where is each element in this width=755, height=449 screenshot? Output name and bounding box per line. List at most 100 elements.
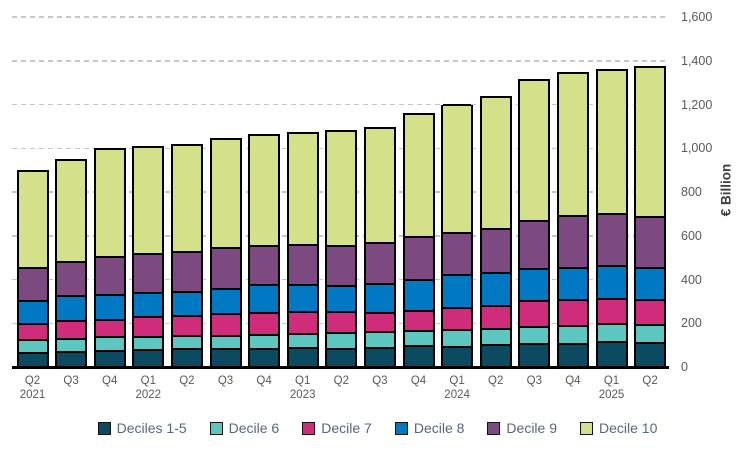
bar-segment-decile-10 — [250, 133, 279, 245]
x-tick-label: Q1 2023 — [289, 375, 316, 401]
x-tick-label: Q2 — [488, 375, 504, 387]
bar-segment-decile-9 — [404, 236, 433, 280]
bar-segment-decile-10 — [520, 79, 549, 221]
bar-segment-decile-9 — [558, 215, 587, 267]
bar-segment-decile-6 — [597, 322, 626, 341]
y-tick-label: 1,600 — [681, 10, 713, 24]
legend-swatch-icon — [580, 421, 594, 435]
bar-q4-10 — [402, 113, 435, 367]
bar-segment-decile-10 — [404, 113, 433, 237]
legend-swatch-icon — [97, 421, 111, 435]
bar-segment-deciles-1-5 — [636, 342, 665, 367]
bar-segment-deciles-1-5 — [404, 345, 433, 367]
bar-segment-decile-6 — [404, 330, 433, 346]
x-tick-label: Q4 — [565, 375, 581, 387]
bar-q3-1 — [55, 159, 88, 367]
x-tick-label: Q3 — [526, 375, 542, 387]
bar-segment-decile-8 — [134, 291, 163, 317]
bar-segment-decile-7 — [250, 311, 279, 334]
legend-item-deciles-1-5: Deciles 1-5 — [97, 420, 187, 436]
x-tick-label: Q2 — [333, 375, 349, 387]
bar-q1-11 — [441, 104, 474, 367]
bar-segment-decile-8 — [597, 265, 626, 298]
bar-segment-decile-10 — [558, 71, 587, 216]
bar-segment-decile-10 — [95, 147, 124, 257]
y-tick-label: 400 — [681, 272, 702, 287]
gridline-1600 — [12, 16, 669, 18]
bar-segment-decile-8 — [558, 266, 587, 299]
bar-segment-decile-7 — [636, 299, 665, 324]
bar-segment-deciles-1-5 — [95, 350, 124, 367]
bar-segment-decile-9 — [365, 242, 394, 284]
x-tick-label: Q1 2024 — [444, 375, 470, 401]
bar-segment-decile-8 — [636, 267, 665, 300]
bar-segment-decile-7 — [327, 311, 356, 332]
bar-segment-decile-10 — [18, 170, 47, 267]
bar-segment-deciles-1-5 — [365, 347, 394, 367]
bar-segment-decile-7 — [481, 305, 510, 328]
bar-q4-14 — [556, 71, 589, 367]
bar-segment-decile-9 — [134, 253, 163, 292]
bar-segment-deciles-1-5 — [443, 346, 472, 367]
bar-segment-deciles-1-5 — [134, 349, 163, 367]
x-tick-label: Q3 — [372, 375, 388, 387]
x-tick-label: Q3 — [217, 375, 234, 387]
bar-segment-decile-10 — [211, 138, 240, 247]
legend-label: Decile 9 — [506, 420, 558, 436]
bar-segment-decile-8 — [211, 287, 240, 314]
y-tick-label: 600 — [681, 228, 702, 243]
bar-segment-decile-7 — [520, 300, 549, 327]
bar-segment-decile-6 — [172, 335, 201, 349]
x-tick-label: Q3 — [63, 375, 79, 387]
bar-segment-decile-8 — [327, 285, 356, 312]
legend-swatch-icon — [302, 421, 316, 435]
x-tick-label: Q2 — [642, 375, 658, 387]
x-tick-label: Q4 — [102, 375, 118, 387]
bar-segment-decile-6 — [211, 335, 240, 349]
x-tick-label: Q2 — [179, 375, 195, 387]
bar-segment-decile-10 — [365, 126, 394, 243]
bar-segment-decile-7 — [443, 306, 472, 330]
bar-segment-decile-6 — [134, 336, 163, 350]
gridline-1200 — [12, 103, 669, 106]
bar-segment-decile-9 — [172, 251, 201, 291]
bar-segment-decile-10 — [443, 104, 472, 232]
y-tick-label: 1,000 — [681, 141, 713, 156]
legend: Deciles 1-5 Decile 6 Decile 7 Decile 8 Decil… — [0, 420, 755, 436]
bar-q3-13 — [518, 79, 551, 367]
bar-segment-decile-10 — [172, 144, 201, 252]
x-tick-label: Q1 2022 — [135, 375, 162, 401]
legend-label: Decile 10 — [599, 420, 658, 436]
bar-segment-decile-6 — [95, 336, 124, 351]
bar-q2-12 — [479, 95, 512, 367]
bar-segment-decile-9 — [327, 244, 356, 286]
legend-item-decile-10: Decile 10 — [580, 420, 657, 436]
bar-segment-decile-10 — [597, 69, 626, 214]
legend-label: Decile 8 — [413, 420, 465, 436]
bar-segment-decile-9 — [597, 213, 626, 266]
bar-segment-decile-10 — [636, 65, 665, 217]
x-tick-label: Q4 — [410, 375, 427, 387]
bar-segment-decile-10 — [327, 130, 356, 245]
bar-segment-decile-7 — [404, 309, 433, 331]
legend-item-decile-9: Decile 9 — [487, 420, 557, 436]
bar-q4-6 — [248, 133, 281, 367]
bar-segment-decile-9 — [288, 244, 317, 284]
bar-segment-decile-8 — [18, 300, 47, 324]
bar-segment-decile-7 — [597, 297, 626, 323]
bar-segment-decile-8 — [520, 267, 549, 301]
bar-segment-deciles-1-5 — [520, 342, 549, 367]
bar-segment-decile-7 — [57, 320, 86, 338]
y-axis-title: € Billion — [718, 163, 734, 217]
bar-segment-decile-8 — [288, 283, 317, 312]
bar-segment-decile-7 — [288, 311, 317, 333]
bar-q3-5 — [209, 138, 242, 367]
bar-segment-decile-9 — [250, 244, 279, 285]
bar-segment-decile-8 — [481, 272, 510, 306]
bar-segment-deciles-1-5 — [597, 341, 626, 367]
bar-q1-3 — [132, 146, 165, 367]
bar-segment-decile-6 — [18, 339, 47, 352]
bar-segment-deciles-1-5 — [327, 347, 356, 367]
bar-segment-decile-10 — [481, 95, 510, 228]
